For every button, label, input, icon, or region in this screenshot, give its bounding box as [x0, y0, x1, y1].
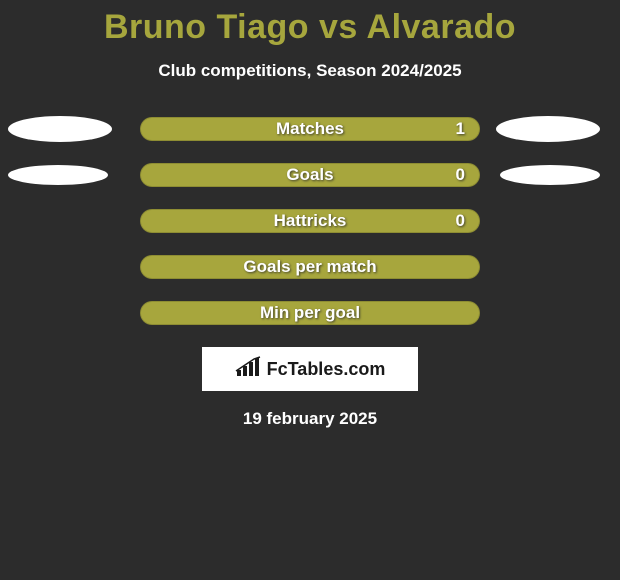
left-value-ellipse — [8, 116, 112, 142]
stat-bar: Matches 1 — [140, 117, 480, 141]
right-value-ellipse — [500, 165, 600, 185]
stat-bar: Hattricks 0 — [140, 209, 480, 233]
right-value-ellipse — [496, 116, 600, 142]
footer-date: 19 february 2025 — [0, 409, 620, 429]
stat-value: 0 — [456, 211, 465, 231]
stat-bar: Goals 0 — [140, 163, 480, 187]
stat-row-min-per-goal: Min per goal — [0, 301, 620, 325]
stat-row-hattricks: Hattricks 0 — [0, 209, 620, 233]
logo-box: FcTables.com — [202, 347, 418, 391]
stat-value: 0 — [456, 165, 465, 185]
stat-row-goals: Goals 0 — [0, 163, 620, 187]
stat-bar: Min per goal — [140, 301, 480, 325]
chart-bars-icon — [235, 356, 263, 383]
stat-label: Matches — [141, 119, 479, 139]
logo-text: FcTables.com — [267, 359, 386, 380]
stat-row-goals-per-match: Goals per match — [0, 255, 620, 279]
page-subtitle: Club competitions, Season 2024/2025 — [0, 61, 620, 81]
page-title: Bruno Tiago vs Alvarado — [0, 0, 620, 47]
stat-rows: Matches 1 Goals 0 Hattricks 0 Goals per … — [0, 117, 620, 325]
stat-bar: Goals per match — [140, 255, 480, 279]
stat-row-matches: Matches 1 — [0, 117, 620, 141]
comparison-infographic: Bruno Tiago vs Alvarado Club competition… — [0, 0, 620, 580]
left-value-ellipse — [8, 165, 108, 185]
stat-value: 1 — [456, 119, 465, 139]
stat-label: Goals per match — [141, 257, 479, 277]
stat-label: Min per goal — [141, 303, 479, 323]
stat-label: Hattricks — [141, 211, 479, 231]
stat-label: Goals — [141, 165, 479, 185]
